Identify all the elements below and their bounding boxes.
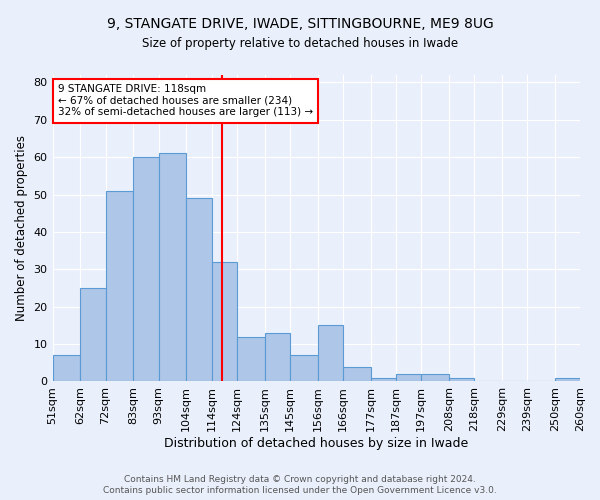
Bar <box>265 333 290 382</box>
Bar <box>212 262 237 382</box>
Bar <box>371 378 396 382</box>
Bar <box>106 191 133 382</box>
Text: Contains HM Land Registry data © Crown copyright and database right 2024.: Contains HM Land Registry data © Crown c… <box>124 475 476 484</box>
Bar <box>449 378 474 382</box>
Text: Contains public sector information licensed under the Open Government Licence v3: Contains public sector information licen… <box>103 486 497 495</box>
Bar <box>237 336 265 382</box>
Bar <box>186 198 212 382</box>
Text: 9, STANGATE DRIVE, IWADE, SITTINGBOURNE, ME9 8UG: 9, STANGATE DRIVE, IWADE, SITTINGBOURNE,… <box>107 18 493 32</box>
Bar <box>80 288 106 382</box>
Bar <box>158 154 186 382</box>
Bar <box>421 374 449 382</box>
Y-axis label: Number of detached properties: Number of detached properties <box>15 135 28 321</box>
X-axis label: Distribution of detached houses by size in Iwade: Distribution of detached houses by size … <box>164 437 469 450</box>
Bar <box>133 157 158 382</box>
Bar <box>555 378 580 382</box>
Bar <box>290 356 317 382</box>
Bar <box>343 366 371 382</box>
Bar <box>317 326 343 382</box>
Bar <box>396 374 421 382</box>
Bar <box>53 356 80 382</box>
Text: 9 STANGATE DRIVE: 118sqm
← 67% of detached houses are smaller (234)
32% of semi-: 9 STANGATE DRIVE: 118sqm ← 67% of detach… <box>58 84 313 117</box>
Text: Size of property relative to detached houses in Iwade: Size of property relative to detached ho… <box>142 38 458 51</box>
